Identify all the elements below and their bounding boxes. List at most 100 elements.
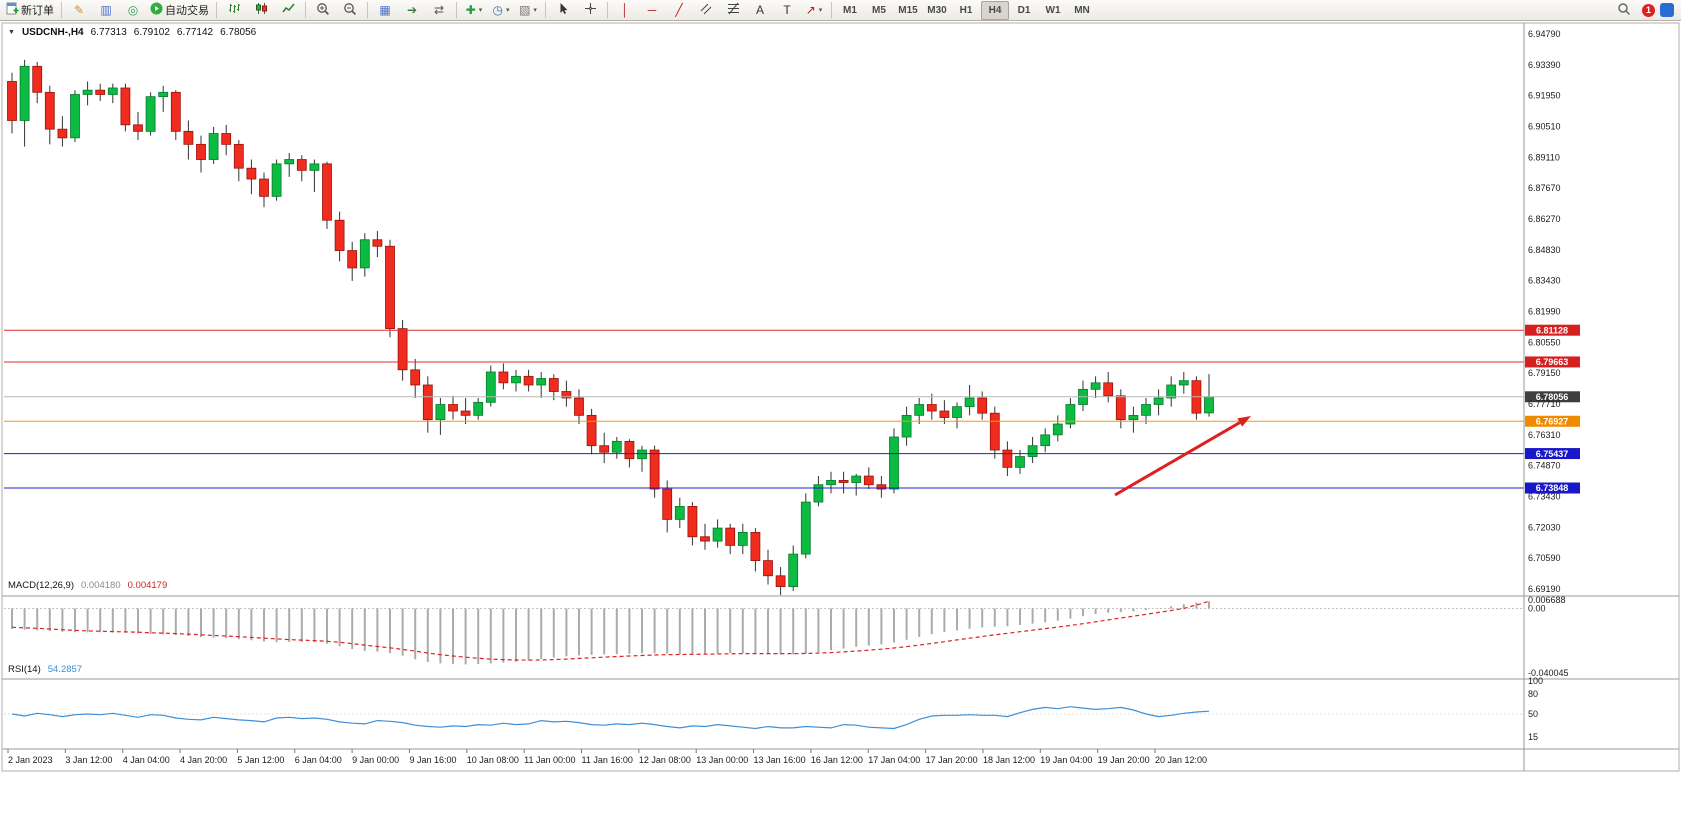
timeframe-m5-button[interactable]: M5 — [872, 4, 886, 16]
toolbar-separator — [216, 2, 217, 18]
svg-text:19 Jan 04:00: 19 Jan 04:00 — [1040, 755, 1092, 765]
price-badge — [1525, 356, 1580, 368]
one-click-trading-toggle[interactable]: ▼ — [8, 29, 15, 36]
toolbar-separator — [831, 2, 832, 18]
line-chart-icon — [281, 2, 295, 18]
svg-text:0.006688: 0.006688 — [1528, 595, 1566, 605]
svg-text:17 Jan 04:00: 17 Jan 04:00 — [868, 755, 920, 765]
chart-shift-button[interactable]: ⇄ — [426, 1, 452, 20]
svg-text:11 Jan 00:00: 11 Jan 00:00 — [524, 755, 575, 765]
periods-button[interactable]: ◷ ▾ — [488, 1, 514, 20]
bars-chart-button[interactable] — [221, 1, 247, 20]
timeframe-m1-button[interactable]: M1 — [843, 4, 857, 16]
price-badge-label: 6.75437 — [1536, 449, 1569, 459]
zoom-in-button[interactable] — [310, 1, 336, 20]
toolbar-separator — [61, 2, 62, 18]
timeframe-d1-button[interactable]: D1 — [1017, 4, 1031, 16]
symbol-period-label: USDCNH-,H4 — [21, 27, 84, 38]
new-order-icon — [6, 2, 19, 18]
zoom-in-icon — [316, 2, 330, 19]
cursor-button[interactable] — [550, 1, 576, 20]
zoom-out-button[interactable] — [337, 1, 363, 20]
macd-name: MACD(12,26,9) — [8, 580, 74, 591]
fibonacci-icon — [727, 2, 740, 18]
candlestick-chart-button[interactable] — [248, 1, 274, 20]
fibonacci-button[interactable] — [720, 1, 746, 20]
price-badge-label: 6.78056 — [1536, 392, 1569, 402]
price-badge — [1525, 415, 1580, 427]
auto-trading-button[interactable]: 自动交易 — [147, 1, 212, 20]
timeframe-h4-button[interactable]: H4 — [981, 0, 1009, 20]
toolbar-separator — [367, 2, 368, 18]
trend-arrow-annotation[interactable] — [1114, 416, 1251, 497]
chevron-down-icon: ▾ — [478, 7, 483, 14]
templates-button[interactable]: ▧ ▾ — [515, 1, 541, 20]
templates-icon: ▧ — [519, 3, 531, 17]
svg-text:2 Jan 2023: 2 Jan 2023 — [8, 755, 53, 765]
rsi-value: 54.2857 — [47, 664, 83, 675]
open-value: 6.77313 — [90, 27, 127, 38]
search-button[interactable] — [1611, 1, 1637, 20]
tile-windows-button[interactable]: ▦ — [372, 1, 398, 20]
text-label-icon: T — [783, 3, 791, 17]
profile-button[interactable] — [1660, 3, 1674, 17]
metaeditor-button[interactable]: ✎ — [66, 1, 92, 20]
price-axis[interactable]: 6.94790 6.93390 6.91950 6.90510 6.89110 6.876… — [1528, 29, 1561, 594]
auto-trading-label: 自动交易 — [165, 5, 209, 17]
chevron-down-icon: ▾ — [533, 7, 537, 14]
vertical-line-icon: │ — [621, 3, 629, 17]
time-axis[interactable]: 2 Jan 2023 3 Jan 12:00 4 Jan 04:00 4 Jan 20… — [7, 749, 1207, 765]
line-chart-button[interactable] — [275, 1, 301, 20]
svg-text:18 Jan 12:00: 18 Jan 12:00 — [983, 755, 1035, 765]
crosshair-icon — [584, 2, 597, 18]
svg-text:6.93390: 6.93390 — [1528, 60, 1561, 70]
svg-text:6.70590: 6.70590 — [1528, 553, 1561, 563]
svg-text:13 Jan 16:00: 13 Jan 16:00 — [754, 755, 806, 765]
trendline-button[interactable]: ╱ — [666, 1, 692, 20]
new-order-button[interactable]: 新订单 — [3, 1, 57, 20]
equidistant-channel-button[interactable] — [693, 1, 719, 20]
indicators-button[interactable]: ✚ ▾ — [461, 1, 487, 20]
timeframe-m30-button[interactable]: M30 — [927, 4, 947, 16]
market-watch-button[interactable]: ▥ — [93, 1, 119, 20]
svg-text:19 Jan 20:00: 19 Jan 20:00 — [1098, 755, 1150, 765]
toolbar: 新订单 ✎ ▥ ◎ 自动交易 ▦ ➔ ⇄ ✚ ▾ ◷ ▾ ▧ ▾ │ ─ ╱ A T ↗ ▾ M1 M5 M15 M30 H1 H4… — [0, 0, 1681, 21]
auto-trading-icon — [150, 2, 163, 18]
price-badge-label: 6.81128 — [1536, 325, 1568, 335]
notification-badge[interactable]: 1 — [1642, 3, 1655, 17]
auto-scroll-button[interactable]: ➔ — [399, 1, 425, 20]
timeframe-mn-button[interactable]: MN — [1074, 4, 1090, 16]
toolbar-right-cluster: 1 — [1611, 1, 1678, 20]
new-order-label: 新订单 — [21, 5, 54, 17]
svg-text:16 Jan 12:00: 16 Jan 12:00 — [811, 755, 863, 765]
svg-text:80: 80 — [1528, 689, 1538, 699]
svg-text:4 Jan 20:00: 4 Jan 20:00 — [180, 755, 227, 765]
timeframe-h1-button[interactable]: H1 — [959, 4, 973, 16]
svg-text:100: 100 — [1528, 676, 1543, 686]
navigator-button[interactable]: ◎ — [120, 1, 146, 20]
high-value: 6.79102 — [133, 27, 170, 38]
rsi-pane: 100 80 50 15 — [4, 676, 1543, 742]
text-label-button[interactable]: T — [774, 1, 800, 20]
timeframe-m15-button[interactable]: M15 — [898, 4, 918, 16]
crosshair-button[interactable] — [577, 1, 603, 20]
timeframe-w1-button[interactable]: W1 — [1045, 4, 1061, 16]
tile-windows-icon: ▦ — [379, 3, 391, 17]
chevron-down-icon: ▾ — [818, 7, 823, 14]
svg-text:6.69190: 6.69190 — [1528, 584, 1561, 594]
svg-text:4 Jan 04:00: 4 Jan 04:00 — [123, 755, 170, 765]
macd-signal-line — [11, 600, 1210, 661]
svg-text:9 Jan 16:00: 9 Jan 16:00 — [409, 755, 456, 765]
vertical-line-button[interactable]: │ — [612, 1, 638, 20]
price-badge-label: 6.76927 — [1536, 416, 1569, 426]
svg-text:3 Jan 12:00: 3 Jan 12:00 — [65, 755, 112, 765]
svg-text:6 Jan 04:00: 6 Jan 04:00 — [295, 755, 342, 765]
horizontal-line-button[interactable]: ─ — [639, 1, 665, 20]
market-watch-icon: ▥ — [100, 3, 112, 17]
svg-text:6.73430: 6.73430 — [1528, 492, 1561, 502]
arrows-button[interactable]: ↗ ▾ — [801, 1, 827, 20]
svg-text:6.79150: 6.79150 — [1528, 368, 1561, 378]
price-chart[interactable]: 6.81128 6.79663 6.78056 6.76927 6.75437 6.738… — [0, 21, 1681, 825]
text-button[interactable]: A — [747, 1, 773, 20]
